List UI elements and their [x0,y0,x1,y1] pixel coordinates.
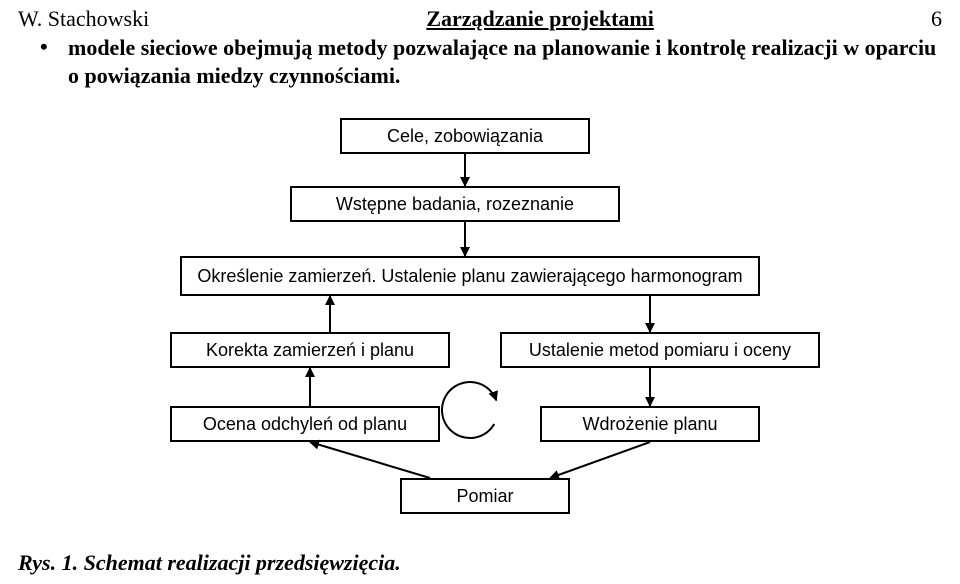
box-methods: Ustalenie metod pomiaru i oceny [500,332,820,368]
box-methods-label: Ustalenie metod pomiaru i oceny [529,340,791,361]
box-goals: Cele, zobowiązania [340,118,590,154]
box-initial-research-label: Wstępne badania, rozeznanie [336,194,574,215]
header-page-number: 6 [931,6,942,32]
page-header: W. Stachowski Zarządzanie projektami 6 [18,6,942,32]
box-measure: Pomiar [400,478,570,514]
box-evaluation-label: Ocena odchyleń od planu [203,414,407,435]
intro-bullet: • modele sieciowe obejmują metody pozwal… [40,34,942,89]
box-initial-research: Wstępne badania, rozeznanie [290,186,620,222]
box-measure-label: Pomiar [456,486,513,507]
bullet-symbol: • [40,34,48,60]
box-correction-label: Korekta zamierzeń i planu [206,340,414,361]
box-plan: Określenie zamierzeń. Ustalenie planu za… [180,256,760,296]
header-author: W. Stachowski [18,6,149,32]
box-implementation-label: Wdrożenie planu [582,414,717,435]
box-implementation: Wdrożenie planu [540,406,760,442]
box-goals-label: Cele, zobowiązania [387,126,543,147]
header-title: Zarządzanie projektami [426,6,654,32]
figure-caption: Rys. 1. Schemat realizacji przedsięwzięc… [18,550,401,576]
page: W. Stachowski Zarządzanie projektami 6 •… [0,0,960,584]
box-plan-label: Określenie zamierzeń. Ustalenie planu za… [197,266,742,287]
box-evaluation: Ocena odchyleń od planu [170,406,440,442]
bullet-text: modele sieciowe obejmują metody pozwalaj… [68,34,942,89]
box-correction: Korekta zamierzeń i planu [170,332,450,368]
